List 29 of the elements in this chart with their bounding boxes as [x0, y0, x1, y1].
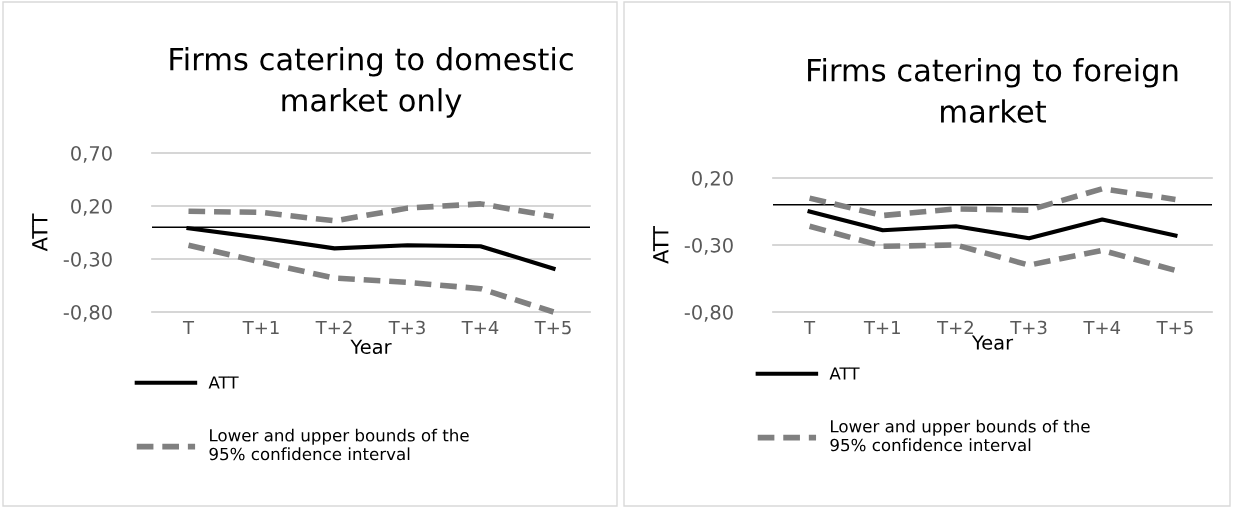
x-tick-label: T	[804, 320, 816, 335]
x-tick-label: T+4	[1083, 320, 1121, 335]
x-tick-label: T+1	[242, 320, 279, 335]
y-tick-label: -0,80	[684, 304, 733, 322]
y-tick-label: 0,20	[692, 170, 733, 188]
y-tick-label: 0,20	[71, 198, 112, 216]
x-tick-label: T+2	[315, 320, 352, 335]
x-tick-label: T+3	[1010, 320, 1047, 335]
legend-label: ATT	[829, 367, 860, 380]
x-tick-label: T	[182, 320, 195, 335]
chart-title: Firms catering to domestic market only	[170, 46, 573, 118]
x-tick-label: T+5	[534, 320, 571, 335]
x-axis-title: Year	[350, 339, 392, 355]
y-tick-label: -0,80	[63, 304, 112, 322]
x-tick-label: T+3	[388, 320, 425, 335]
y-tick-label: -0,30	[684, 237, 733, 255]
x-tick-label: T+1	[863, 320, 900, 335]
x-tick-label: T+4	[461, 320, 499, 335]
x-tick-label: T+5	[1156, 320, 1193, 335]
legend-label: Lower and upper bounds of the 95% confidence interval	[209, 428, 469, 461]
y-axis-title: ATT	[32, 213, 48, 252]
y-tick-label: 0,70	[71, 145, 112, 163]
y-tick-label: -0,30	[63, 251, 112, 269]
y-axis-title: ATT	[653, 226, 669, 264]
x-axis-title: Year	[971, 335, 1014, 350]
legend-label: ATT	[208, 376, 239, 389]
x-tick-label: T+2	[937, 320, 973, 335]
legend-label: Lower and upper bounds of the 95% confidence interval	[830, 419, 1090, 452]
chart-title: Firms catering to foreign market	[808, 58, 1178, 123]
